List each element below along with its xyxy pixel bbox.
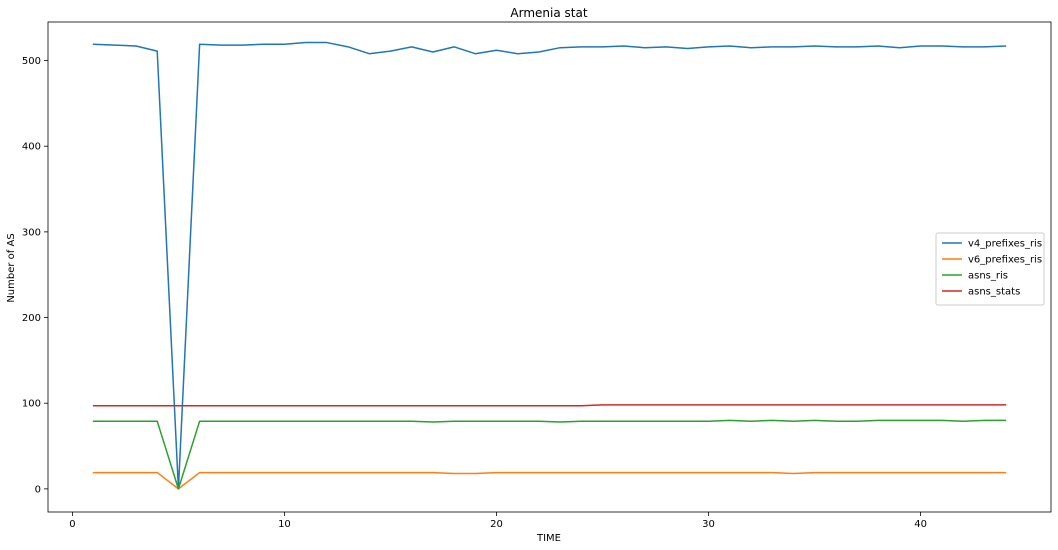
series-line-v6_prefixes_ris — [92, 471, 1007, 490]
chart-title: Armenia stat — [510, 6, 587, 20]
legend-label-asns_ris: asns_ris — [968, 271, 1008, 282]
y-tick-label: 400 — [22, 142, 41, 153]
x-axis-label: TIME — [536, 533, 561, 544]
y-tick-label: 300 — [22, 227, 41, 238]
legend-label-asns_stats: asns_stats — [968, 287, 1020, 298]
legend-box — [935, 232, 1045, 306]
x-tick-label: 20 — [490, 519, 503, 530]
series-line-asns_stats — [92, 404, 1007, 407]
series-line-v4_prefixes_ris — [92, 41, 1007, 490]
y-axis-label: Number of AS — [6, 233, 17, 302]
y-tick-label: 100 — [22, 399, 41, 410]
x-tick-label: 30 — [702, 519, 715, 530]
plot-frame — [47, 21, 1052, 513]
x-tick-label: 40 — [914, 519, 927, 530]
legend-label-v6_prefixes_ris: v6_prefixes_ris — [968, 255, 1042, 266]
x-tick-label: 10 — [278, 519, 291, 530]
y-tick-label: 0 — [35, 484, 41, 495]
series-line-asns_ris — [92, 419, 1007, 490]
x-tick-label: 0 — [69, 519, 75, 530]
legend: v4_prefixes_ris v6_prefixes_ris asns_risas… — [935, 232, 1045, 306]
y-tick-label: 500 — [22, 56, 41, 67]
y-tick-label: 200 — [22, 313, 41, 324]
legend-label-v4_prefixes_ris: v4_prefixes_ris — [968, 239, 1042, 250]
